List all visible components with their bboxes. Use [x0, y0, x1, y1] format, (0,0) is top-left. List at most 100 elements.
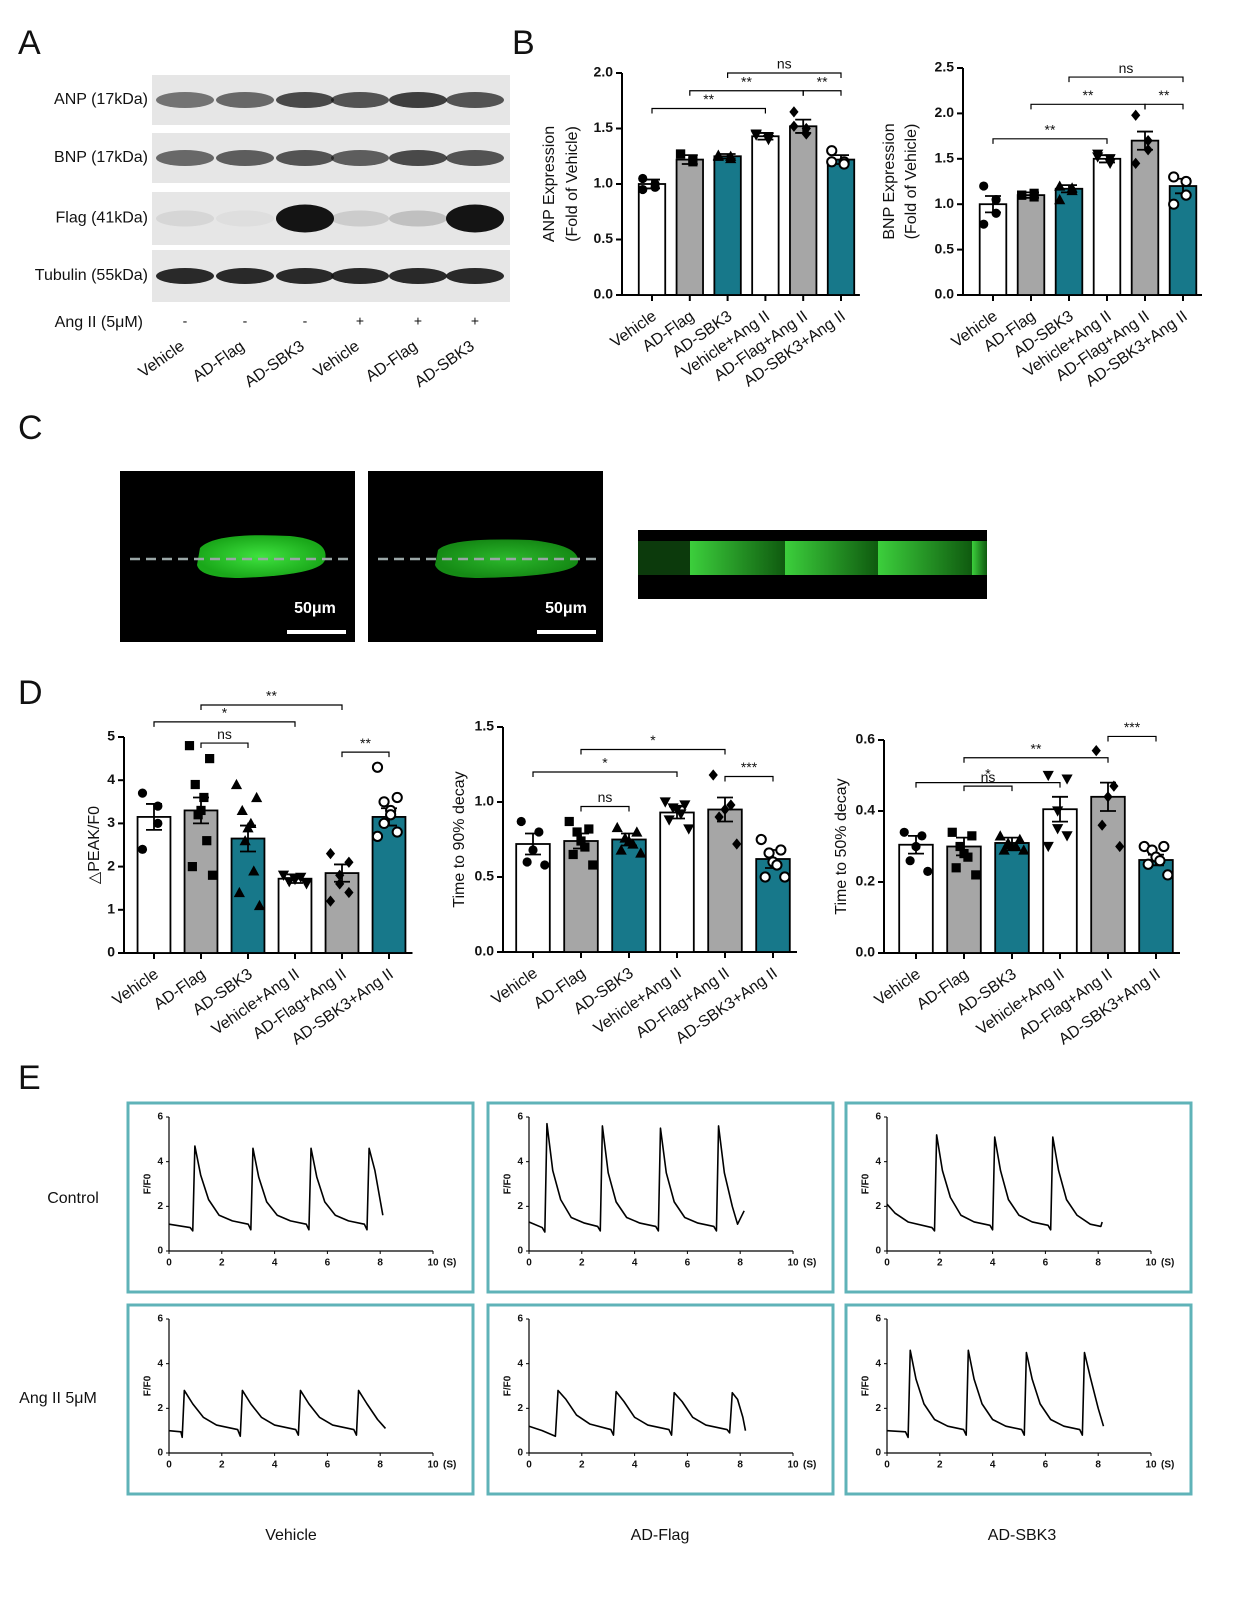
x-tick-label: 6: [685, 1460, 691, 1471]
data-point: [789, 106, 799, 118]
data-point: [683, 824, 695, 835]
line-scan: [638, 530, 987, 599]
bar: [1054, 187, 1084, 296]
data-point: [1061, 774, 1073, 785]
data-point: [153, 801, 163, 811]
blot-label: ANP (17kDa): [54, 91, 148, 108]
data-point: [638, 173, 648, 184]
data-point: [378, 796, 390, 808]
y-tick-label: 0.0: [475, 943, 495, 959]
data-point: [242, 822, 254, 833]
data-point: [1158, 840, 1170, 853]
x-tick-label: 10: [1145, 1258, 1157, 1269]
y-axis-label: F/F0: [503, 1375, 514, 1396]
data-point: [725, 152, 737, 164]
data-point: [588, 860, 598, 870]
data-point: [650, 179, 660, 189]
blot-band: [331, 92, 389, 108]
data-point: [1092, 149, 1104, 160]
significance-label: **: [817, 73, 828, 89]
x-axis-label: (S): [443, 1460, 456, 1471]
data-point: [1131, 157, 1141, 169]
significance-label: *: [985, 765, 991, 781]
y-tick-label: 6: [517, 1112, 523, 1123]
y-tick-label: 0: [517, 1246, 523, 1257]
lane-label: Vehicle: [311, 338, 363, 382]
significance-label: ns: [981, 769, 996, 785]
y-axis-label: F/F0: [503, 1173, 514, 1194]
significance-bracket: [580, 805, 630, 812]
micrograph: 50μm: [120, 471, 355, 642]
x-tick-label: 6: [685, 1258, 691, 1269]
data-point: [1052, 824, 1064, 835]
data-point: [947, 827, 957, 837]
x-tick-label: 10: [427, 1460, 439, 1471]
data-point: [239, 835, 251, 846]
significance-label: *: [650, 732, 656, 748]
y-tick-label: 2: [517, 1201, 523, 1212]
blot-band: [276, 150, 334, 166]
treatment-sign: -: [183, 313, 188, 329]
y-tick-label: 1.0: [475, 793, 495, 809]
data-point: [994, 830, 1006, 841]
significance-label: **: [741, 73, 752, 89]
y-axis-label: (Fold of Vehicle): [564, 126, 581, 242]
panel-frame: [486, 1303, 835, 1496]
x-tick-label: 6: [325, 1460, 331, 1471]
y-tick-label: 1.0: [935, 195, 955, 211]
x-tick-label: 0: [166, 1258, 172, 1269]
treatment-label: Ang II (5μM): [55, 314, 143, 331]
data-point: [335, 878, 345, 890]
significance-label: **: [1031, 740, 1042, 756]
bar: [1016, 194, 1046, 296]
trace: [528, 1122, 745, 1233]
data-point: [611, 821, 623, 833]
panel-frame: [126, 1101, 475, 1294]
bar: [751, 135, 780, 296]
blot-band: [216, 210, 274, 227]
data-point: [789, 120, 799, 132]
data-point: [826, 145, 838, 157]
data-point: [659, 797, 671, 808]
y-tick-label: 2: [107, 857, 115, 873]
y-tick-label: 6: [517, 1314, 523, 1325]
data-point: [779, 871, 791, 883]
row-label: Control: [47, 1190, 99, 1207]
data-point: [344, 856, 354, 868]
x-axis-label: (S): [1161, 1460, 1174, 1471]
column-label: AD-Flag: [631, 1527, 690, 1544]
data-point: [905, 856, 915, 866]
bar: [563, 840, 599, 953]
data-point: [528, 845, 538, 855]
y-tick-label: 4: [157, 1358, 163, 1369]
bar: [1042, 808, 1078, 954]
data-point: [572, 827, 582, 837]
y-tick-label: 0: [875, 1246, 881, 1257]
data-point: [750, 130, 762, 141]
y-tick-label: 0.0: [856, 944, 876, 960]
treatment-sign: +: [356, 313, 364, 329]
data-point: [763, 847, 775, 859]
y-tick-label: 4: [517, 1156, 523, 1167]
significance-bracket: [915, 782, 1061, 788]
x-tick-label: 8: [1095, 1258, 1101, 1269]
y-tick-label: 2.5: [935, 59, 955, 75]
blot-band: [446, 150, 504, 166]
data-point: [522, 857, 532, 867]
bar: [789, 125, 818, 296]
data-point: [233, 886, 245, 898]
significance-label: ns: [217, 726, 232, 742]
x-tick-label: 2: [219, 1460, 225, 1471]
significance-bracket: [200, 742, 249, 749]
blot-band: [389, 150, 447, 166]
y-tick-label: 4: [875, 1156, 881, 1167]
data-point: [991, 208, 1001, 218]
blot-band: [216, 268, 274, 284]
panel-frame: [486, 1101, 835, 1294]
blot-band: [276, 268, 334, 284]
data-point: [207, 870, 218, 880]
data-point: [1143, 144, 1153, 156]
bar: [136, 816, 172, 954]
y-tick-label: 0: [107, 944, 115, 960]
micrograph: 50μm: [368, 471, 603, 642]
